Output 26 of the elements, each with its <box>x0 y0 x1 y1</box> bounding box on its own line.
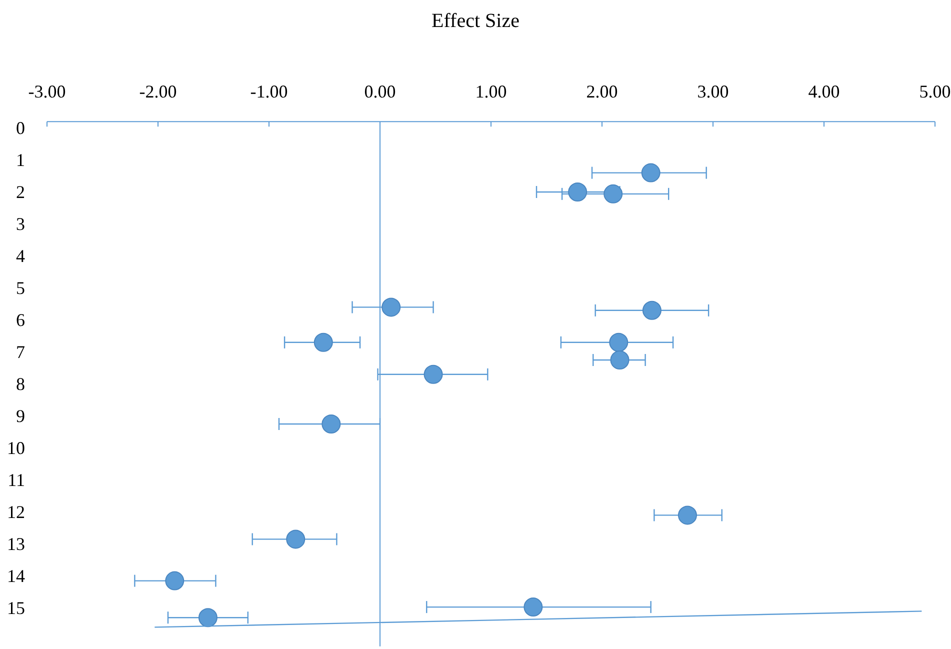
x-tick-label: 3.00 <box>697 82 729 102</box>
y-tick-label: 7 <box>16 342 25 362</box>
y-tick-label: 5 <box>16 278 25 298</box>
y-tick-label: 11 <box>8 470 25 490</box>
x-tick-label: -1.00 <box>250 82 288 102</box>
x-tick-label: -3.00 <box>28 82 66 102</box>
x-tick-label: 2.00 <box>586 82 618 102</box>
y-tick-label: 2 <box>16 182 25 202</box>
y-tick-label: 10 <box>7 438 25 458</box>
x-tick-label: 0.00 <box>364 82 396 102</box>
y-tick-label: 15 <box>7 598 25 618</box>
y-tick-label: 12 <box>7 502 25 522</box>
y-tick-label: 1 <box>16 150 25 170</box>
y-tick-label: 8 <box>16 374 25 394</box>
y-tick-label: 13 <box>7 534 25 554</box>
x-tick-label: -2.00 <box>139 82 177 102</box>
chart-title: Effect Size <box>432 10 520 32</box>
x-tick-label: 5.00 <box>919 82 951 102</box>
x-tick-label: 1.00 <box>475 82 507 102</box>
y-tick-label: 9 <box>16 406 25 426</box>
y-tick-label: 3 <box>16 214 25 234</box>
y-tick-label: 4 <box>16 246 25 266</box>
y-tick-label: 6 <box>16 310 25 330</box>
y-tick-label: 14 <box>7 566 25 586</box>
y-tick-label: 0 <box>16 118 25 138</box>
x-tick-label: 4.00 <box>808 82 840 102</box>
